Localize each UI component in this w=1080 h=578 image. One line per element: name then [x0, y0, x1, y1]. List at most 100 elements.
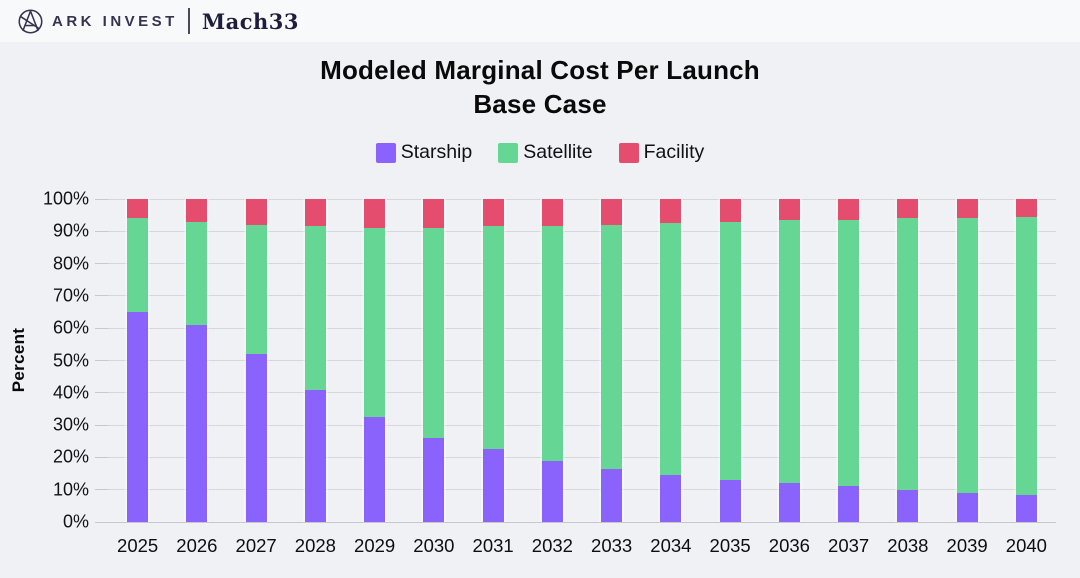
bar-2030-facility-segment [423, 199, 445, 229]
bar-slot-2033: 2033 [582, 199, 641, 556]
bar-2040-satellite-segment [1015, 216, 1037, 495]
bar-2036 [776, 199, 802, 522]
bar-2027-starship-segment [245, 354, 267, 522]
bar-2038-satellite-segment [897, 218, 919, 490]
bar-2030 [421, 199, 447, 522]
bar-2039-facility-segment [956, 199, 978, 219]
y-axis-tick-70 [95, 295, 108, 297]
x-axis-label-2031: 2031 [472, 535, 514, 556]
bar-2031-starship-segment [482, 449, 504, 522]
bar-2026-facility-segment [186, 199, 208, 222]
bar-2038 [895, 199, 921, 522]
legend-label-satellite: Satellite [523, 141, 593, 163]
brand-divider [187, 8, 190, 34]
x-axis-label-2028: 2028 [294, 535, 336, 556]
bar-2027 [243, 199, 269, 522]
bar-2037-facility-segment [838, 199, 860, 221]
bar-2030-satellite-segment [423, 228, 445, 439]
bar-2034 [658, 199, 684, 522]
bar-2032 [539, 199, 565, 522]
y-axis-label-0: 0% [62, 511, 89, 532]
y-axis-label-40: 40% [52, 382, 89, 403]
gridline-70 [108, 295, 1056, 297]
x-axis-label-2033: 2033 [591, 535, 633, 556]
bar-slot-2031: 2031 [464, 199, 523, 556]
x-axis-label-2025: 2025 [117, 535, 159, 556]
bar-2035-facility-segment [719, 199, 741, 222]
y-axis-tick-30 [95, 424, 108, 426]
y-axis-label-100: 100% [42, 188, 89, 209]
bar-2032-facility-segment [541, 199, 563, 227]
legend-swatch-satellite [498, 142, 519, 163]
legend-label-starship: Starship [400, 141, 473, 163]
gridline-0 [108, 521, 1056, 523]
bar-2040-starship-segment [1015, 494, 1037, 522]
bar-2028-satellite-segment [304, 226, 326, 390]
bar-2025-facility-segment [127, 199, 149, 219]
y-axis-tick-0 [95, 521, 108, 523]
chart-legend: Starship Satellite Facility [0, 141, 1080, 164]
x-axis-label-2026: 2026 [176, 535, 218, 556]
chart-title-line1: Modeled Marginal Cost Per Launch [320, 55, 760, 85]
bar-2029-facility-segment [364, 199, 386, 229]
x-axis-label-2030: 2030 [413, 535, 455, 556]
bar-slot-2025: 2025 [108, 199, 167, 556]
brand-header: ARK INVEST Mach33 [0, 0, 1080, 42]
bar-2039-starship-segment [956, 492, 978, 522]
bar-2032-satellite-segment [541, 226, 563, 461]
y-axis-tick-60 [95, 327, 108, 329]
bars-container: 2025 2026 2027 2028 2029 2030 2031 2032 2033 2034… [108, 199, 1056, 556]
chart-title-line2: Base Case [473, 89, 607, 119]
gridline-10 [108, 489, 1056, 491]
bar-slot-2040: 2040 [997, 199, 1056, 556]
chart-title: Modeled Marginal Cost Per Launch Base Ca… [0, 53, 1080, 121]
x-axis-label-2039: 2039 [946, 535, 988, 556]
bar-slot-2035: 2035 [701, 199, 760, 556]
y-axis-tick-50 [95, 360, 108, 361]
bar-2030-starship-segment [423, 438, 445, 522]
brand-name-mach33: Mach33 [201, 8, 299, 34]
bar-slot-2037: 2037 [819, 199, 878, 556]
bar-2037-satellite-segment [838, 220, 860, 487]
x-axis-label-2029: 2029 [354, 535, 396, 556]
bar-2032-starship-segment [541, 460, 563, 522]
bar-2031-satellite-segment [482, 226, 504, 450]
bar-2034-facility-segment [660, 199, 682, 224]
gridline-100 [108, 198, 1056, 200]
bar-2029-satellite-segment [364, 228, 386, 418]
bar-slot-2036: 2036 [760, 199, 819, 556]
bar-2036-starship-segment [778, 483, 800, 522]
gridline-20 [108, 456, 1056, 458]
x-axis-label-2040: 2040 [1005, 535, 1047, 556]
brand-name-ark-invest: ARK INVEST [52, 12, 178, 30]
x-axis-label-2038: 2038 [887, 535, 929, 556]
legend-label-facility: Facility [643, 141, 705, 163]
bar-2033 [599, 199, 625, 522]
bar-2036-satellite-segment [778, 220, 800, 484]
bar-2033-starship-segment [601, 468, 623, 522]
x-axis-label-2037: 2037 [828, 535, 870, 556]
bar-2036-facility-segment [778, 199, 800, 221]
y-axis-tick-90 [95, 230, 108, 232]
plot-area: 2025 2026 2027 2028 2029 2030 2031 2032 2033 2034… [43, 189, 1056, 556]
legend-item-facility: Facility [618, 141, 705, 164]
y-axis-tick-20 [95, 456, 108, 458]
gridline-30 [108, 424, 1056, 426]
x-axis-label-2027: 2027 [235, 535, 277, 556]
bar-2033-facility-segment [601, 199, 623, 225]
y-axis-tick-10 [95, 489, 108, 491]
x-axis-label-2035: 2035 [709, 535, 751, 556]
gridline-90 [108, 230, 1056, 232]
legend-item-starship: Starship [375, 141, 473, 164]
bar-2026-starship-segment [186, 324, 208, 522]
bar-2039 [954, 199, 980, 522]
bar-2027-satellite-segment [245, 224, 267, 355]
y-axis-label-60: 60% [52, 317, 89, 338]
bar-2025-starship-segment [127, 312, 149, 522]
bar-slot-2032: 2032 [523, 199, 582, 556]
bar-2026 [184, 199, 210, 522]
bar-2026-satellite-segment [186, 221, 208, 325]
bar-2028-starship-segment [304, 389, 326, 522]
bar-2038-starship-segment [897, 489, 919, 522]
